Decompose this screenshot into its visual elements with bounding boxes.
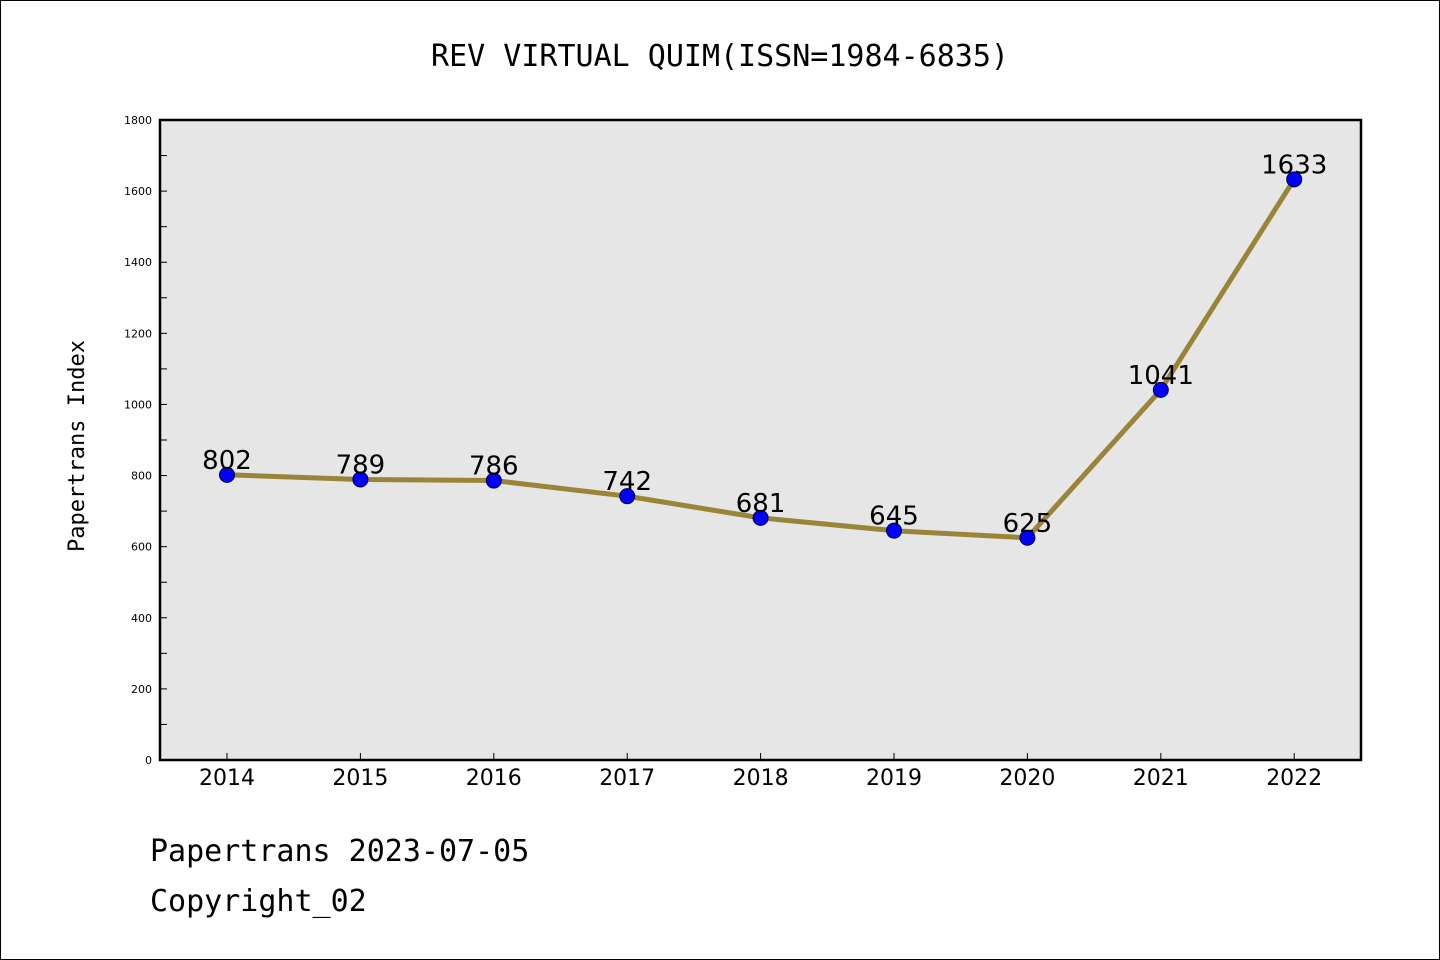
data-point bbox=[1019, 529, 1036, 546]
y-tick-label: 0 bbox=[145, 754, 152, 767]
x-tick-label: 2022 bbox=[1266, 766, 1322, 791]
data-point bbox=[219, 466, 235, 483]
data-label: 786 bbox=[469, 452, 519, 482]
data-point bbox=[485, 472, 502, 489]
x-axis: 2014 2015 2016 2017 2018 2019 2020 2021 2022 bbox=[199, 753, 1322, 791]
x-tick-label: 2014 bbox=[199, 766, 255, 791]
y-tick-label: 1600 bbox=[124, 185, 152, 198]
x-tick-label: 2017 bbox=[599, 766, 655, 791]
y-axis-label: Papertrans Index bbox=[65, 340, 90, 552]
x-tick-label: 2019 bbox=[866, 766, 922, 791]
x-tick-label: 2016 bbox=[466, 766, 522, 791]
chart-title: REV VIRTUAL QUIM(ISSN=1984-6835) bbox=[431, 39, 1009, 74]
x-tick-label: 2018 bbox=[733, 766, 789, 791]
footer-copyright: Copyright_02 bbox=[150, 884, 367, 919]
data-point bbox=[886, 522, 902, 539]
plot-area bbox=[158, 118, 1363, 762]
data-label: 1633 bbox=[1261, 150, 1327, 180]
x-tick-label: 2021 bbox=[1133, 766, 1189, 791]
data-label: 645 bbox=[869, 502, 919, 532]
y-axis: 0 200 400 600 800 1000 1200 1400 1600 1800 bbox=[124, 114, 167, 767]
data-point bbox=[1286, 171, 1303, 188]
data-point bbox=[752, 509, 769, 526]
data-label: 802 bbox=[202, 446, 252, 476]
y-tick-label: 1400 bbox=[124, 256, 152, 269]
y-tick-label: 600 bbox=[131, 541, 152, 554]
y-tick-label: 1000 bbox=[124, 398, 152, 411]
x-tick-label: 2020 bbox=[999, 766, 1055, 791]
y-tick-label: 800 bbox=[131, 470, 152, 483]
x-tick-label: 2015 bbox=[332, 766, 388, 791]
data-label: 681 bbox=[736, 489, 786, 519]
y-tick-label: 400 bbox=[131, 612, 152, 625]
data-series bbox=[219, 171, 1303, 546]
data-point bbox=[619, 488, 636, 505]
data-label: 742 bbox=[602, 467, 652, 497]
y-tick-label: 1200 bbox=[124, 327, 152, 340]
y-tick-label: 200 bbox=[131, 683, 152, 696]
data-label: 1041 bbox=[1128, 361, 1194, 391]
footer-date: Papertrans 2023-07-05 bbox=[150, 834, 530, 869]
data-point bbox=[1152, 381, 1169, 398]
data-label: 625 bbox=[1003, 509, 1053, 539]
y-tick-label: 1800 bbox=[124, 114, 152, 127]
data-labels: 802 789 786 742 681 645 625 1041 1633 bbox=[202, 150, 1327, 538]
data-point bbox=[352, 471, 369, 488]
data-label: 789 bbox=[336, 450, 386, 480]
